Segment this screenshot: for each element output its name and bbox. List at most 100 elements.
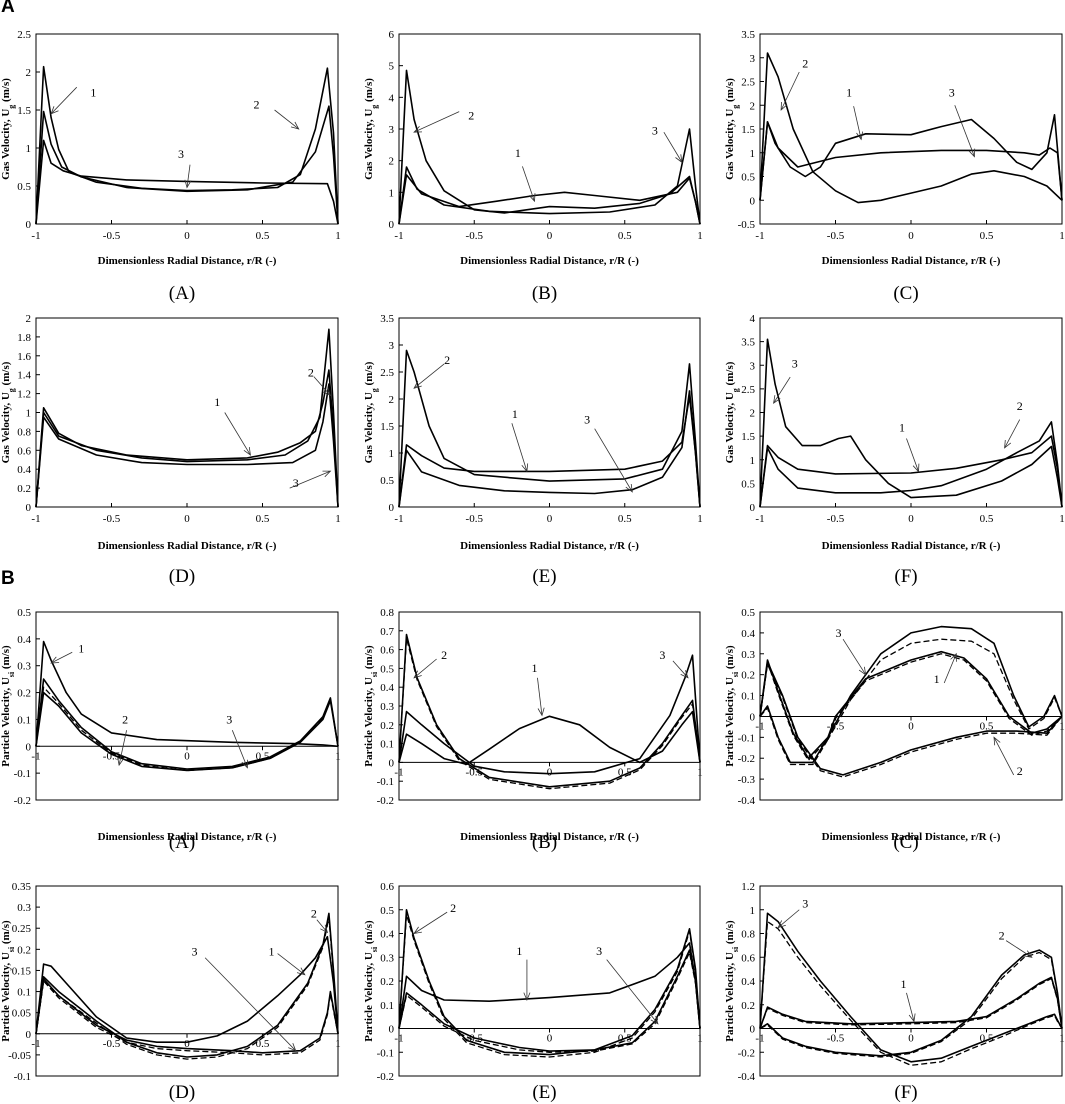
series-1-line [759, 114, 1063, 201]
y-tick-label: -0.05 [8, 1050, 31, 1062]
x-tick-label: 0 [184, 230, 190, 242]
y-tick-label: 3 [389, 124, 395, 136]
series-label: 1 [934, 672, 940, 686]
x-axis-label: Dimensionless Radial Distance, r/R (-) [98, 540, 277, 552]
series-2-line [759, 52, 1063, 204]
series-1-line [398, 395, 701, 508]
x-tick-label: -1 [394, 1033, 403, 1045]
series-1-line [759, 435, 1063, 508]
annotation-arrow-head [650, 1015, 659, 1025]
series-label: 2 [308, 366, 314, 380]
y-tick-label: 0.2 [17, 688, 31, 700]
plot-frame [759, 611, 1063, 801]
x-tick-label: 1 [697, 513, 703, 525]
series-2-line [398, 909, 701, 1056]
x-tick-label: 1 [697, 766, 703, 778]
series-2b-line [398, 913, 701, 1058]
annotation-arrow-head [296, 967, 306, 976]
x-tick-label: -1 [394, 766, 403, 778]
plot-frame [398, 317, 701, 508]
annotation-arrow-line [906, 992, 915, 1022]
y-tick-label: 0.15 [12, 965, 32, 977]
x-tick-label: 0 [908, 513, 914, 525]
series-label: 3 [293, 476, 299, 490]
series-label: 2 [441, 648, 447, 662]
y-tick-label: 1 [750, 905, 756, 917]
y-tick-label: 2 [750, 408, 756, 420]
series-label: 2 [444, 353, 450, 367]
y-tick-label: 0.2 [380, 720, 394, 732]
x-tick-label: 1 [697, 230, 703, 242]
y-axis-label: Particle Velocity, Usi (m/s) [724, 920, 740, 1042]
y-tick-label: 0.25 [12, 923, 32, 935]
y-tick-label: 0 [26, 502, 32, 514]
section-label-b: B [1, 568, 15, 589]
annotation-arrow-line [1005, 940, 1033, 958]
x-axis-label: Dimensionless Radial Distance, r/R (-) [98, 831, 277, 843]
x-tick-label: -1 [755, 513, 764, 525]
y-axis-label: Particle Velocity, Usi (m/s) [363, 920, 379, 1042]
series-3-line [35, 139, 339, 225]
x-axis-label: Dimensionless Radial Distance, r/R (-) [460, 255, 639, 267]
panel-label: (C) [893, 283, 918, 304]
series-label: 3 [652, 124, 658, 138]
annotation-arrow-line [50, 651, 73, 664]
series-3-line [398, 390, 701, 508]
plot-frame [759, 885, 1063, 1077]
annotation-arrow-head [777, 920, 786, 929]
series-label: 3 [836, 626, 842, 640]
x-tick-label: -0.5 [827, 230, 845, 242]
annotation-arrow-line [316, 919, 328, 933]
annotation-arrow-head [243, 447, 251, 456]
y-axis-label: Gas Velocity, Ug (m/s) [0, 78, 16, 180]
annotation-arrow-head [675, 154, 683, 164]
panel-label: (F) [894, 1082, 917, 1103]
y-tick-label: 1 [389, 448, 395, 460]
x-tick-label: 0.5 [256, 1038, 270, 1050]
series-label: 1 [899, 420, 905, 434]
x-tick-label: 1 [697, 1033, 703, 1045]
x-tick-label: 0 [547, 513, 553, 525]
annotation-arrow-head [290, 121, 300, 130]
series-label: 1 [515, 146, 521, 160]
annotation-arrow-head [528, 193, 536, 203]
series-1-line [35, 369, 339, 508]
panel-label: (F) [894, 566, 917, 587]
annotation-arrow-line [313, 376, 331, 396]
annotation-arrow-head [241, 759, 248, 769]
x-tick-label: -1 [31, 513, 40, 525]
series-3-line [398, 128, 701, 225]
annotation-arrow-head [773, 395, 781, 404]
series-1-line [398, 710, 701, 766]
series-2b-line [35, 686, 339, 772]
series-label: 1 [846, 86, 852, 100]
series-1-line [759, 650, 1063, 764]
y-tick-label: 0.5 [17, 607, 31, 619]
series-label: 3 [226, 712, 232, 726]
chart-panel-b-1-1: -0.2-0.100.10.20.30.40.5-1 -0.5 0 0.5 112 3Pa… [0, 607, 341, 853]
annotation-arrow-line [413, 911, 448, 934]
series-label: 2 [311, 907, 317, 921]
chart-panel-b-2-1: -0.2 -0.1 0 0.1 0.2 0.3 0.4 0.5 0.6 0.7 0.8 -1 -0.5 0… [363, 607, 703, 853]
y-tick-label: 0.2 [17, 944, 31, 956]
series-2-line [759, 949, 1063, 1057]
annotation-arrow-head [288, 1043, 297, 1052]
annotation-arrow-line [773, 376, 791, 404]
plot-frame [35, 611, 339, 801]
series-label: 3 [949, 86, 955, 100]
x-tick-label: -1 [755, 720, 764, 732]
annotation-arrow-line [906, 438, 919, 472]
annotation-arrow-head [413, 380, 422, 389]
x-tick-label: 1 [335, 230, 341, 242]
annotation-arrow-head [413, 126, 423, 133]
y-tick-label: -0.3 [738, 774, 756, 786]
series-label: 3 [596, 944, 602, 958]
y-axis-label: Gas Velocity, Ug (m/s) [724, 361, 740, 463]
series-2b-line [759, 951, 1063, 1058]
series-label: 3 [178, 147, 184, 161]
annotation-arrow-head [537, 707, 545, 717]
x-tick-label: 0 [547, 1033, 553, 1045]
y-tick-label: 0.3 [17, 902, 31, 914]
y-tick-label: 4 [389, 92, 395, 104]
